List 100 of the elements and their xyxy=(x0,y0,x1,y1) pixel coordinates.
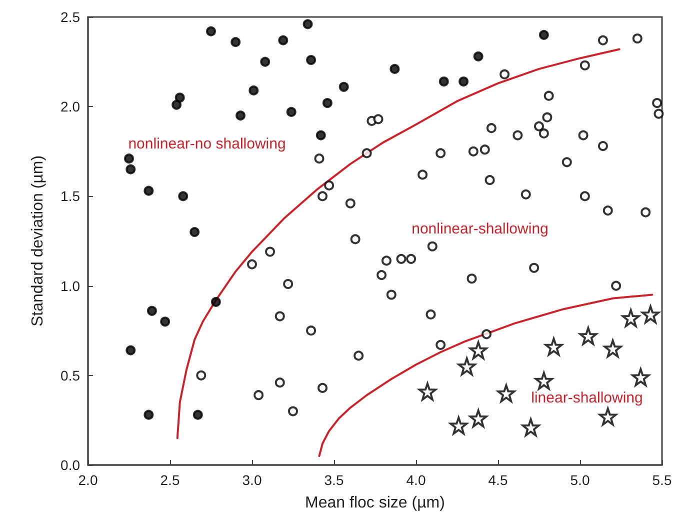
point xyxy=(438,76,449,87)
x-tick-label: 5.5 xyxy=(652,472,672,488)
point xyxy=(466,274,477,284)
y-tick-label: 2.5 xyxy=(60,9,80,25)
point xyxy=(373,114,384,124)
point xyxy=(350,234,360,244)
line-series xyxy=(318,294,654,458)
point xyxy=(354,350,364,361)
point xyxy=(322,98,332,108)
x-axis-title: Mean floc size (µm) xyxy=(305,494,445,512)
point xyxy=(236,110,246,121)
point xyxy=(144,186,154,196)
point xyxy=(538,30,549,40)
y-tick-label: 1.5 xyxy=(60,188,80,204)
annotation: linear-shallowing xyxy=(531,390,643,406)
point xyxy=(286,106,296,117)
point xyxy=(396,254,406,264)
point xyxy=(318,382,328,393)
point xyxy=(302,19,313,30)
point xyxy=(126,164,136,174)
point xyxy=(473,51,484,62)
point xyxy=(640,207,651,218)
point xyxy=(314,154,324,164)
point xyxy=(497,384,516,402)
x-tick-label: 4.0 xyxy=(406,472,426,488)
point xyxy=(230,37,241,48)
point xyxy=(260,56,270,67)
point xyxy=(338,82,349,92)
x-tick-label: 3.5 xyxy=(324,472,344,488)
y-tick-label: 0.5 xyxy=(60,367,80,384)
point xyxy=(484,175,495,186)
point xyxy=(542,112,552,122)
point xyxy=(306,326,316,336)
point xyxy=(144,410,154,420)
point xyxy=(598,141,608,152)
point xyxy=(248,85,259,96)
point xyxy=(500,69,510,80)
point xyxy=(288,406,298,416)
x-tick-label: 4.5 xyxy=(488,472,508,488)
point xyxy=(381,256,392,266)
point xyxy=(390,64,400,74)
point xyxy=(283,279,294,290)
point xyxy=(469,409,488,428)
point xyxy=(578,130,588,140)
point xyxy=(418,170,428,180)
point xyxy=(324,180,334,190)
point xyxy=(196,370,206,380)
point xyxy=(274,378,285,388)
y-tick-label: 1.0 xyxy=(60,278,80,294)
point xyxy=(318,191,328,202)
point xyxy=(611,280,622,291)
point xyxy=(172,100,182,110)
point xyxy=(174,92,185,103)
point xyxy=(427,241,438,252)
point xyxy=(580,60,590,70)
point xyxy=(436,340,446,350)
point xyxy=(482,329,492,340)
point xyxy=(362,148,372,158)
point xyxy=(426,309,436,320)
point xyxy=(480,144,490,155)
point xyxy=(632,368,650,386)
x-tick-label: 5.0 xyxy=(570,472,590,488)
point xyxy=(406,254,416,264)
point xyxy=(210,296,221,307)
point xyxy=(274,311,285,322)
y-axis-title: Standard deviation (µm) xyxy=(30,155,46,327)
point xyxy=(598,35,608,46)
y-tick-label: 0.0 xyxy=(60,457,80,473)
point xyxy=(265,246,276,257)
x-tick-label: 3.0 xyxy=(242,472,262,488)
point xyxy=(247,259,257,270)
point xyxy=(160,316,170,327)
x-tick-label: 2.5 xyxy=(160,472,180,488)
point xyxy=(436,148,446,158)
point xyxy=(345,198,356,208)
point xyxy=(146,306,157,316)
point xyxy=(538,128,549,138)
point xyxy=(386,290,396,300)
point xyxy=(544,90,554,101)
annotation: nonlinear-shallowing xyxy=(412,220,548,238)
point xyxy=(190,227,200,238)
point xyxy=(254,390,264,400)
point xyxy=(580,191,590,202)
point xyxy=(306,55,316,66)
point xyxy=(544,338,563,356)
point xyxy=(278,35,288,46)
point xyxy=(178,191,188,202)
point xyxy=(124,154,134,164)
point xyxy=(126,345,136,356)
point xyxy=(469,341,488,360)
point xyxy=(458,76,469,87)
point xyxy=(468,146,478,156)
annotation: nonlinear-no shallowing xyxy=(128,136,286,152)
point xyxy=(579,326,598,345)
point xyxy=(192,410,203,420)
point xyxy=(512,130,523,140)
point xyxy=(534,121,544,132)
point xyxy=(642,305,660,324)
point xyxy=(458,357,476,376)
point xyxy=(534,372,553,390)
